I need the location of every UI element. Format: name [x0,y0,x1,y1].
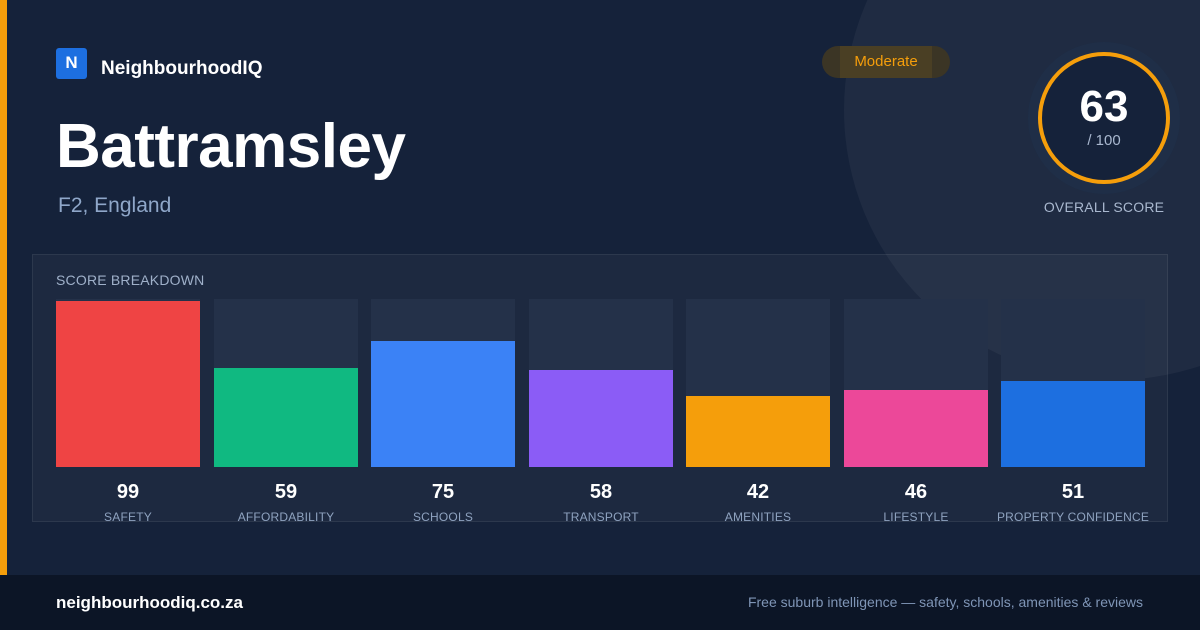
bar-track [371,299,515,467]
bar-fill [529,370,673,467]
suburb-location: F2, England [58,194,172,217]
bar-value: 99 [116,481,140,503]
overall-score-value: 63 [1079,82,1129,131]
bar-label: AMENITIES [724,510,792,524]
bar-value: 58 [589,481,613,503]
brand-logo-icon: N [56,47,87,79]
score-bar-lifestyle: 46 LIFESTYLE [844,299,988,524]
brand: N NeighbourhoodIQ [56,46,262,80]
bar-fill [214,368,358,467]
bar-value: 75 [431,481,455,503]
bar-fill [56,301,200,467]
accent-stripe [0,0,7,575]
rating-badge-highlight [840,46,932,78]
score-bar-transport: 58 TRANSPORT [529,299,673,524]
bar-track [214,299,358,467]
overall-score-caption: OVERALL SCORE [1043,199,1165,215]
bar-value: 42 [746,481,770,503]
score-breakdown-panel: SCORE BREAKDOWN 99 SAFETY 59 AFFORDABILITY 7… [32,254,1168,524]
bar-label: PROPERTY CONFIDENCE [996,510,1150,524]
bar-fill [844,390,988,467]
bar-value: 46 [904,481,928,503]
bar-track [56,299,200,467]
rating-badge-label: Moderate [854,53,918,70]
rating-badge: Moderate [822,46,950,78]
footer-domain: neighbourhoodiq.co.za [56,593,243,612]
bar-label: AFFORDABILITY [237,510,335,524]
share-card: N NeighbourhoodIQ Battramsley F2, Englan… [0,0,1200,575]
overall-score-max: / 100 [1087,132,1121,149]
score-bar-affordability: 59 AFFORDABILITY [214,299,358,524]
score-bar-safety: 99 SAFETY [56,299,200,524]
bar-value: 59 [274,481,298,503]
brand-name: NeighbourhoodIQ [101,58,263,79]
score-bar-schools: 75 SCHOOLS [371,299,515,524]
bar-label: SCHOOLS [412,510,474,524]
bar-fill [686,396,830,467]
bar-fill [371,341,515,467]
bar-fill [1001,381,1145,467]
score-bar-property-confidence: 51 PROPERTY CONFIDENCE [997,299,1149,524]
bar-track [529,299,673,467]
bar-track [1001,299,1145,467]
score-breakdown-title: SCORE BREAKDOWN [56,272,205,288]
bar-value: 51 [1061,481,1085,503]
bar-label: TRANSPORT [563,510,639,524]
bar-label: LIFESTYLE [883,510,949,524]
bar-label: SAFETY [104,510,152,524]
score-ring [1038,52,1170,184]
suburb-name: Battramsley [56,112,406,181]
footer: neighbourhoodiq.co.za Free suburb intell… [0,575,1200,630]
bar-track [686,299,830,467]
score-bar-amenities: 42 AMENITIES [686,299,830,524]
bar-track [844,299,988,467]
footer-tagline: Free suburb intelligence — safety, schoo… [747,594,1143,610]
